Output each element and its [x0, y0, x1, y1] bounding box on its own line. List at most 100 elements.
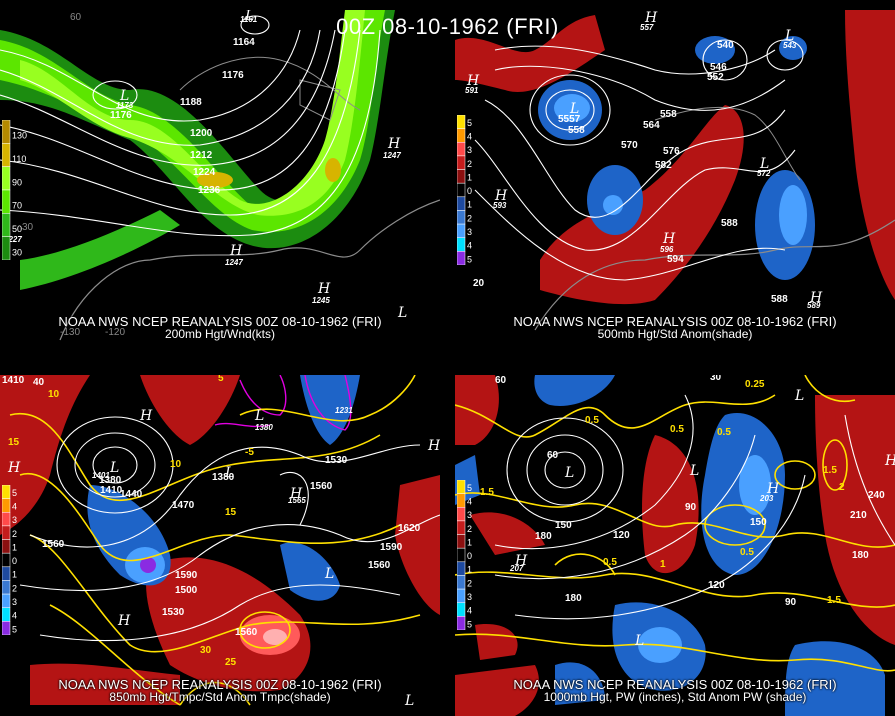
legend-swatch	[2, 552, 11, 568]
legend-label: 1	[467, 200, 472, 210]
legend-label: 1	[12, 570, 17, 580]
legend-swatch	[457, 182, 466, 198]
low-marker: L	[794, 388, 804, 404]
contour-label: 1410	[2, 375, 25, 386]
contour-label: 594	[667, 254, 684, 265]
high-marker: H	[766, 481, 780, 497]
contour-label: 1530	[162, 607, 185, 618]
contour-label: 1410	[100, 485, 123, 496]
contour-label: 588	[721, 218, 738, 229]
contour-label: 1560	[42, 539, 65, 550]
legend-label: 5	[12, 624, 17, 634]
caption-line2: 200mb Hgt/Wnd(kts)	[164, 327, 276, 341]
contour-label: 15	[8, 437, 20, 448]
low-marker: L	[109, 460, 119, 476]
contour-label: 2	[839, 482, 845, 493]
high-marker: H	[139, 408, 153, 424]
legend-label: 5	[467, 483, 472, 493]
legend-swatch	[2, 525, 11, 540]
caption-line1: NOAA NWS NCEP REANALYSIS 00Z 08-10-1962 …	[513, 314, 837, 329]
contour-label: 1224	[193, 167, 216, 178]
contour-label: 1620	[398, 523, 421, 534]
contour-label: 1565	[288, 496, 306, 505]
legend-label: 3	[467, 145, 472, 155]
legend-label: 110	[12, 154, 26, 164]
contour-label: 1164	[233, 37, 255, 48]
lon-label: -120	[105, 327, 125, 338]
legend-850mb: 5 4 3 2 1 0 1 2 3 4 5	[2, 485, 17, 635]
low-marker: L	[119, 88, 129, 104]
contour-label: 1212	[190, 150, 213, 161]
contour-label: 564	[643, 120, 660, 131]
low-marker: L	[759, 156, 769, 172]
contour-label: 1.5	[480, 487, 494, 498]
legend-swatch	[457, 616, 466, 630]
high-marker: H	[229, 243, 243, 259]
panel-850mb: 1410 40 10 15 1401 1380 1410 1440 1470 1…	[0, 375, 440, 716]
legend-label: 4	[12, 611, 17, 621]
legend-swatch	[457, 251, 466, 265]
legend-label: 2	[12, 583, 17, 593]
legend-swatch	[457, 507, 466, 522]
contour-label: 1	[660, 559, 666, 570]
contour-label: 10	[48, 389, 60, 400]
contour-label: 1176	[222, 70, 244, 81]
caption-line1: NOAA NWS NCEP REANALYSIS 00Z 08-10-1962 …	[513, 677, 837, 692]
contour-label: 1380	[255, 423, 273, 432]
panel-1000mb: 60 30 0.25 1.5 0.5 0.5 60 90 120 150 180…	[455, 375, 895, 716]
panel-caption: NOAA NWS NCEP REANALYSIS 00Z 08-10-1962 …	[0, 678, 440, 704]
contour-label: 1236	[198, 185, 221, 196]
contour-label: 203	[759, 494, 774, 503]
contour-label: 1500	[175, 585, 198, 596]
panel-850mb-map: 1410 40 10 15 1401 1380 1410 1440 1470 1…	[0, 375, 440, 709]
legend-label: 4	[467, 497, 472, 507]
contour-label: 10	[170, 459, 182, 470]
high-marker: H	[7, 460, 21, 476]
high-marker: H	[644, 10, 658, 26]
legend-label: 5	[467, 619, 472, 629]
legend-label: 30	[12, 247, 22, 257]
low-marker: L	[324, 566, 334, 582]
legend-swatch	[457, 223, 466, 238]
contour-label: 1161	[240, 15, 258, 24]
legend-label: 1	[467, 172, 472, 182]
legend-label: 3	[467, 227, 472, 237]
panel-500mb-map: 557 540 546 552 543 591 5557 558 558 564…	[455, 10, 895, 331]
lat-label: 30	[22, 222, 34, 233]
legend-swatch	[2, 607, 11, 622]
contour-label: 589	[807, 301, 821, 310]
legend-label: 3	[467, 510, 472, 520]
legend-label: 3	[467, 592, 472, 602]
legend-1000mb: 5 4 3 2 1 0 1 2 3 4 5	[457, 480, 472, 630]
high-marker: H	[809, 290, 823, 306]
contour-label: 120	[613, 530, 630, 541]
contour-label: 572	[757, 169, 771, 178]
legend-swatch	[457, 561, 466, 576]
panel-200mb: -130 -120 60 30 1164 1176 1176 1188 1200…	[0, 10, 440, 342]
contour-label: 1560	[310, 481, 333, 492]
contour-label: 5	[218, 375, 224, 384]
legend-label: 3	[12, 597, 17, 607]
legend-label: 2	[467, 213, 472, 223]
legend-swatch	[457, 480, 466, 494]
contour-label: 558	[660, 109, 677, 120]
legend-label: 5	[12, 488, 17, 498]
legend-swatch	[457, 534, 466, 549]
contour-label: 1560	[368, 560, 391, 571]
contour-label: 15	[225, 507, 237, 518]
contour-label: 210	[850, 510, 867, 521]
contour-label: 1200	[190, 128, 213, 139]
low-marker: L	[224, 465, 234, 481]
legend-swatch	[2, 213, 11, 237]
caption-line2: 850mb Hgt/Tmpc/Std Anom Tmpc(shade)	[109, 690, 331, 704]
contour-label: 180	[535, 531, 552, 542]
low-marker: L	[404, 693, 414, 709]
high-marker: H	[289, 486, 303, 502]
contour-label: 30	[710, 375, 722, 383]
legend-swatch	[2, 593, 11, 608]
legend-label: 2	[12, 529, 17, 539]
contour-label: 1247	[383, 151, 401, 160]
contour-label: 30	[200, 645, 212, 656]
high-marker: H	[884, 453, 895, 469]
